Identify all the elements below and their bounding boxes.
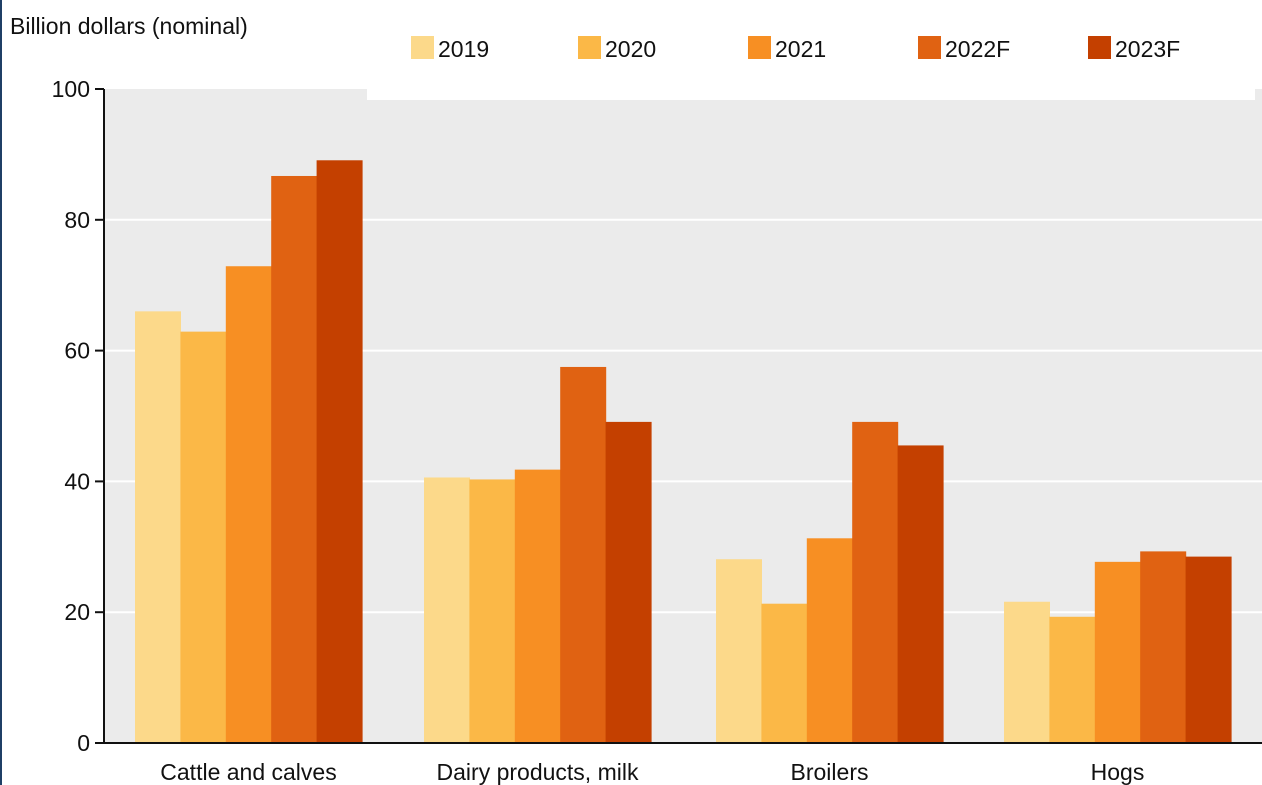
y-axis-title: Billion dollars (nominal): [10, 13, 248, 39]
bar: [225, 266, 272, 743]
y-axis-ticks: 0 20 40 60 80 100: [52, 76, 104, 756]
bar: [469, 479, 516, 743]
legend-item: 2022F: [918, 36, 1010, 62]
bar: [135, 311, 181, 743]
bar: [1140, 551, 1187, 743]
y-tick-label: 60: [64, 338, 90, 364]
x-category-label: Hogs: [1091, 759, 1145, 785]
legend-swatch: [578, 36, 601, 59]
x-category-label: Cattle and calves: [160, 759, 336, 785]
bar: [316, 160, 363, 743]
legend-item: 2023F: [1088, 36, 1180, 62]
legend-label: 2020: [605, 36, 656, 62]
bar: [424, 477, 470, 743]
bar: [761, 603, 808, 743]
legend-item: 2021: [748, 36, 826, 62]
legend-label: 2021: [775, 36, 826, 62]
legend: 2019 2020 2021 2022F 2023F: [411, 36, 1180, 62]
legend-item: 2019: [411, 36, 489, 62]
x-category-label: Broilers: [791, 759, 869, 785]
bar: [852, 421, 899, 743]
legend-background: [367, 89, 1255, 100]
legend-swatch: [748, 36, 771, 59]
bar: [1185, 556, 1232, 743]
legend-swatch: [411, 36, 434, 59]
frame-border: [0, 0, 2, 785]
x-category-label: Dairy products, milk: [437, 759, 639, 785]
bar: [716, 559, 762, 743]
x-axis-labels: Cattle and calves Dairy products, milk Bro…: [160, 759, 1144, 785]
legend-swatch: [1088, 36, 1111, 59]
bar: [560, 366, 607, 743]
y-tick-label: 0: [77, 730, 90, 756]
bar: [806, 538, 853, 743]
y-tick-label: 20: [64, 599, 90, 625]
bar: [605, 421, 652, 743]
y-tick-label: 100: [52, 76, 90, 102]
legend-label: 2022F: [945, 36, 1010, 62]
legend-item: 2020: [578, 36, 656, 62]
bar: [514, 469, 561, 743]
bar: [1094, 561, 1141, 743]
legend-swatch: [918, 36, 941, 59]
bar: [271, 175, 318, 743]
bar: [180, 331, 227, 743]
bar: [897, 445, 944, 743]
bar: [1049, 616, 1096, 743]
y-tick-label: 80: [64, 207, 90, 233]
legend-label: 2019: [438, 36, 489, 62]
bar: [1004, 601, 1050, 743]
y-tick-label: 40: [64, 468, 90, 494]
bars: [135, 160, 1232, 743]
legend-label: 2023F: [1115, 36, 1180, 62]
